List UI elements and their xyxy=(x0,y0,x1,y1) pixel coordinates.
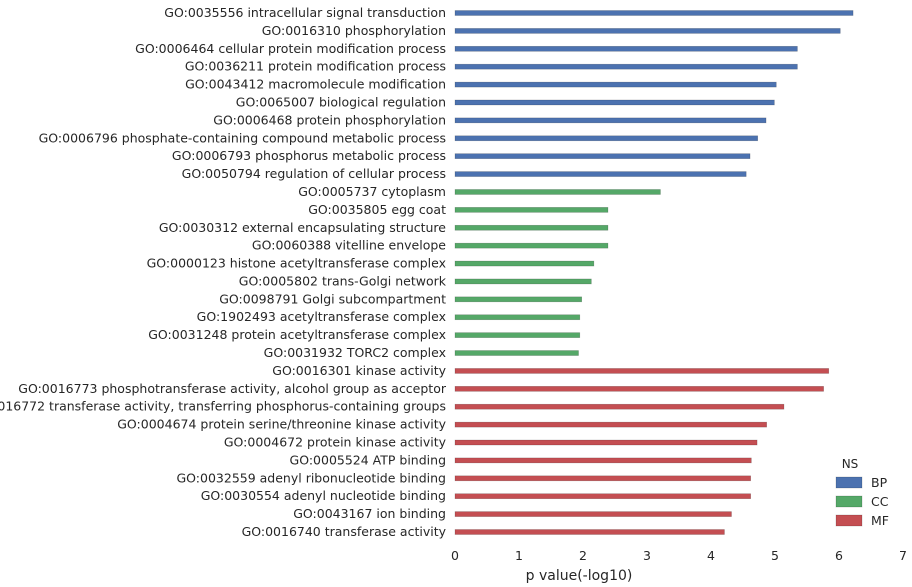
category-label: GO:0016301 kinase activity xyxy=(272,363,446,378)
bar-cc xyxy=(454,260,595,267)
x-axis-title: p value(-log10) xyxy=(526,568,633,584)
x-tick-label: 7 xyxy=(899,548,907,563)
category-label: GO:0006793 phosphorus metabolic process xyxy=(172,148,446,163)
category-label: GO:0006464 cellular protein modification… xyxy=(135,41,446,56)
x-tick-label: 2 xyxy=(579,548,587,563)
x-tick-label: 1 xyxy=(515,548,523,563)
x-tick-label: 6 xyxy=(835,548,843,563)
bar-bp xyxy=(454,81,777,88)
category-label: GO:0016740 transferase activity xyxy=(242,524,447,539)
category-label: GO:0016772 transferase activity, transfe… xyxy=(0,399,446,414)
legend-label-mf: MF xyxy=(871,513,889,528)
category-label: GO:0043412 macromolecule modification xyxy=(185,77,446,92)
bar-cc xyxy=(454,314,581,321)
category-label: GO:0031932 TORC2 complex xyxy=(264,345,446,360)
category-label: GO:0030554 adenyl nucleotide binding xyxy=(201,488,446,503)
bars-layer xyxy=(454,10,854,535)
bar-mf xyxy=(454,511,732,517)
bar-cc xyxy=(454,332,581,338)
category-label: GO:0005524 ATP binding xyxy=(290,452,446,467)
bar-bp xyxy=(454,99,775,106)
category-label: GO:0006468 protein phosphorylation xyxy=(213,112,446,127)
x-tick-label: 3 xyxy=(643,548,651,563)
bar-bp xyxy=(454,63,798,70)
category-labels: GO:0035556 intracellular signal transduc… xyxy=(0,5,447,539)
bar-cc xyxy=(454,296,583,303)
bar-cc xyxy=(454,207,609,213)
category-label: GO:0006796 phosphate-containing compound… xyxy=(39,130,446,145)
category-label: GO:0032559 adenyl ribonucleotide binding xyxy=(176,470,446,485)
category-label: GO:0000123 histone acetyltransferase com… xyxy=(147,256,446,271)
category-label: GO:0065007 biological regulation xyxy=(236,94,446,109)
bar-bp xyxy=(454,10,854,16)
legend-swatch-mf xyxy=(835,514,863,527)
category-label: GO:0050794 regulation of cellular proces… xyxy=(182,166,446,181)
category-label: GO:0036211 protein modification process xyxy=(185,59,446,74)
category-label: GO:0005802 trans-Golgi network xyxy=(239,273,447,288)
legend: NS BP CC MF xyxy=(835,457,889,528)
bar-mf xyxy=(454,439,758,446)
bar-bp xyxy=(454,153,751,159)
bar-mf xyxy=(454,529,725,535)
bar-mf xyxy=(454,386,824,392)
legend-swatch-cc xyxy=(835,495,863,508)
x-tick-label: 5 xyxy=(771,548,779,563)
bar-mf xyxy=(454,368,830,374)
category-label: GO:0098791 Golgi subcompartment xyxy=(219,291,446,306)
category-label: GO:0060388 vitelline envelope xyxy=(252,238,446,253)
bar-cc xyxy=(454,189,661,195)
x-axis: 0 1 2 3 4 5 6 7 xyxy=(451,548,907,563)
category-label: GO:0016310 phosphorylation xyxy=(262,23,446,38)
legend-label-cc: CC xyxy=(871,494,889,509)
category-label: GO:0043167 ion binding xyxy=(293,506,446,521)
category-label: GO:0031248 protein acetyltransferase com… xyxy=(148,327,446,342)
category-label: GO:0030312 external encapsulating struct… xyxy=(159,220,446,235)
x-tick-label: 0 xyxy=(451,548,459,563)
bar-bp xyxy=(454,117,767,124)
category-label: GO:0005737 cytoplasm xyxy=(298,184,446,199)
bar-cc xyxy=(454,278,592,285)
category-label: GO:0035805 egg coat xyxy=(308,202,446,217)
category-label: GO:0035556 intracellular signal transduc… xyxy=(164,5,446,20)
bar-bp xyxy=(454,45,798,52)
bar-mf xyxy=(454,421,767,428)
bar-bp xyxy=(454,135,759,142)
category-label: GO:0004672 protein kinase activity xyxy=(224,435,447,450)
bar-mf xyxy=(454,457,752,464)
category-label: GO:0004674 protein serine/threonine kina… xyxy=(117,417,446,432)
legend-swatch-bp xyxy=(835,476,863,489)
bar-bp xyxy=(454,28,841,34)
bar-mf xyxy=(454,475,751,482)
bar-cc xyxy=(454,242,609,249)
legend-label-bp: BP xyxy=(871,475,888,490)
bar-cc xyxy=(454,350,579,356)
bar-mf xyxy=(454,403,785,410)
bar-cc xyxy=(454,224,609,231)
legend-title: NS xyxy=(842,457,859,471)
category-label: GO:0016773 phosphotransferase activity, … xyxy=(18,381,447,396)
x-tick-label: 4 xyxy=(707,548,715,563)
category-label: GO:1902493 acetyltransferase complex xyxy=(197,309,446,324)
bar-mf xyxy=(454,493,751,500)
bar-bp xyxy=(454,171,747,177)
